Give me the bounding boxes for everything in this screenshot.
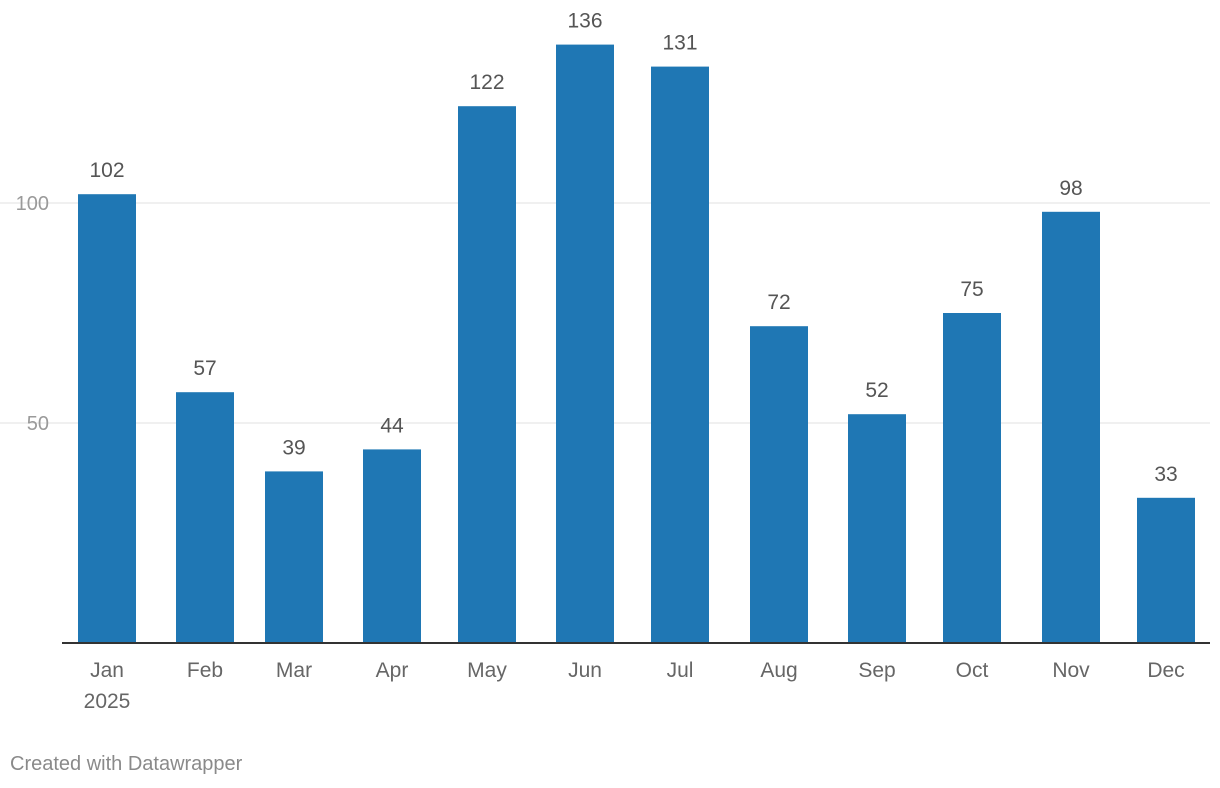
bar	[78, 194, 136, 643]
data-label: 39	[282, 436, 305, 459]
x-tick-label: Mar	[276, 659, 312, 682]
bar	[363, 449, 421, 643]
bar	[458, 106, 516, 643]
bar	[1042, 211, 1100, 644]
y-tick-label: 100	[16, 193, 49, 215]
bar	[265, 471, 323, 643]
x-tick-label: Jul	[667, 659, 694, 682]
x-tick-label: Feb	[187, 659, 223, 682]
x-tick-label: Dec	[1147, 659, 1184, 682]
x-tick-label: Jun	[568, 659, 602, 682]
data-label: 44	[380, 414, 404, 437]
bar-layer	[78, 44, 1195, 644]
x-tick-label: Apr	[376, 659, 409, 682]
data-label: 72	[767, 291, 790, 314]
x-tick-label: Sep	[858, 659, 895, 682]
x-tick-label: Jan	[90, 659, 124, 682]
x-tick-label: May	[467, 659, 507, 682]
datawrapper-credit: Created with Datawrapper	[10, 753, 243, 775]
bar	[651, 66, 709, 644]
data-label: 33	[1154, 463, 1177, 486]
data-label: 75	[960, 278, 983, 301]
x-tick-label: Aug	[760, 659, 797, 682]
data-label: 122	[469, 71, 504, 94]
bar	[176, 392, 234, 643]
data-label: 102	[89, 159, 124, 182]
bar	[943, 313, 1001, 643]
bar	[750, 326, 808, 643]
data-label: 131	[662, 32, 697, 55]
bar	[1137, 497, 1195, 643]
bar	[556, 44, 614, 644]
data-label: 98	[1059, 177, 1082, 200]
data-label: 136	[567, 10, 602, 33]
x-tick-sublabel: 2025	[84, 690, 131, 713]
x-tick-label: Nov	[1052, 659, 1090, 682]
x-tick-label: Oct	[956, 659, 989, 682]
data-label: 57	[193, 357, 216, 380]
y-tick-label: 50	[27, 413, 49, 435]
data-label: 52	[865, 379, 888, 402]
label-layer: 102 Jan 2025 57 Feb 39 Mar 44 Apr 122 May 136 Jun 131…	[84, 10, 1185, 713]
bar	[848, 414, 906, 643]
